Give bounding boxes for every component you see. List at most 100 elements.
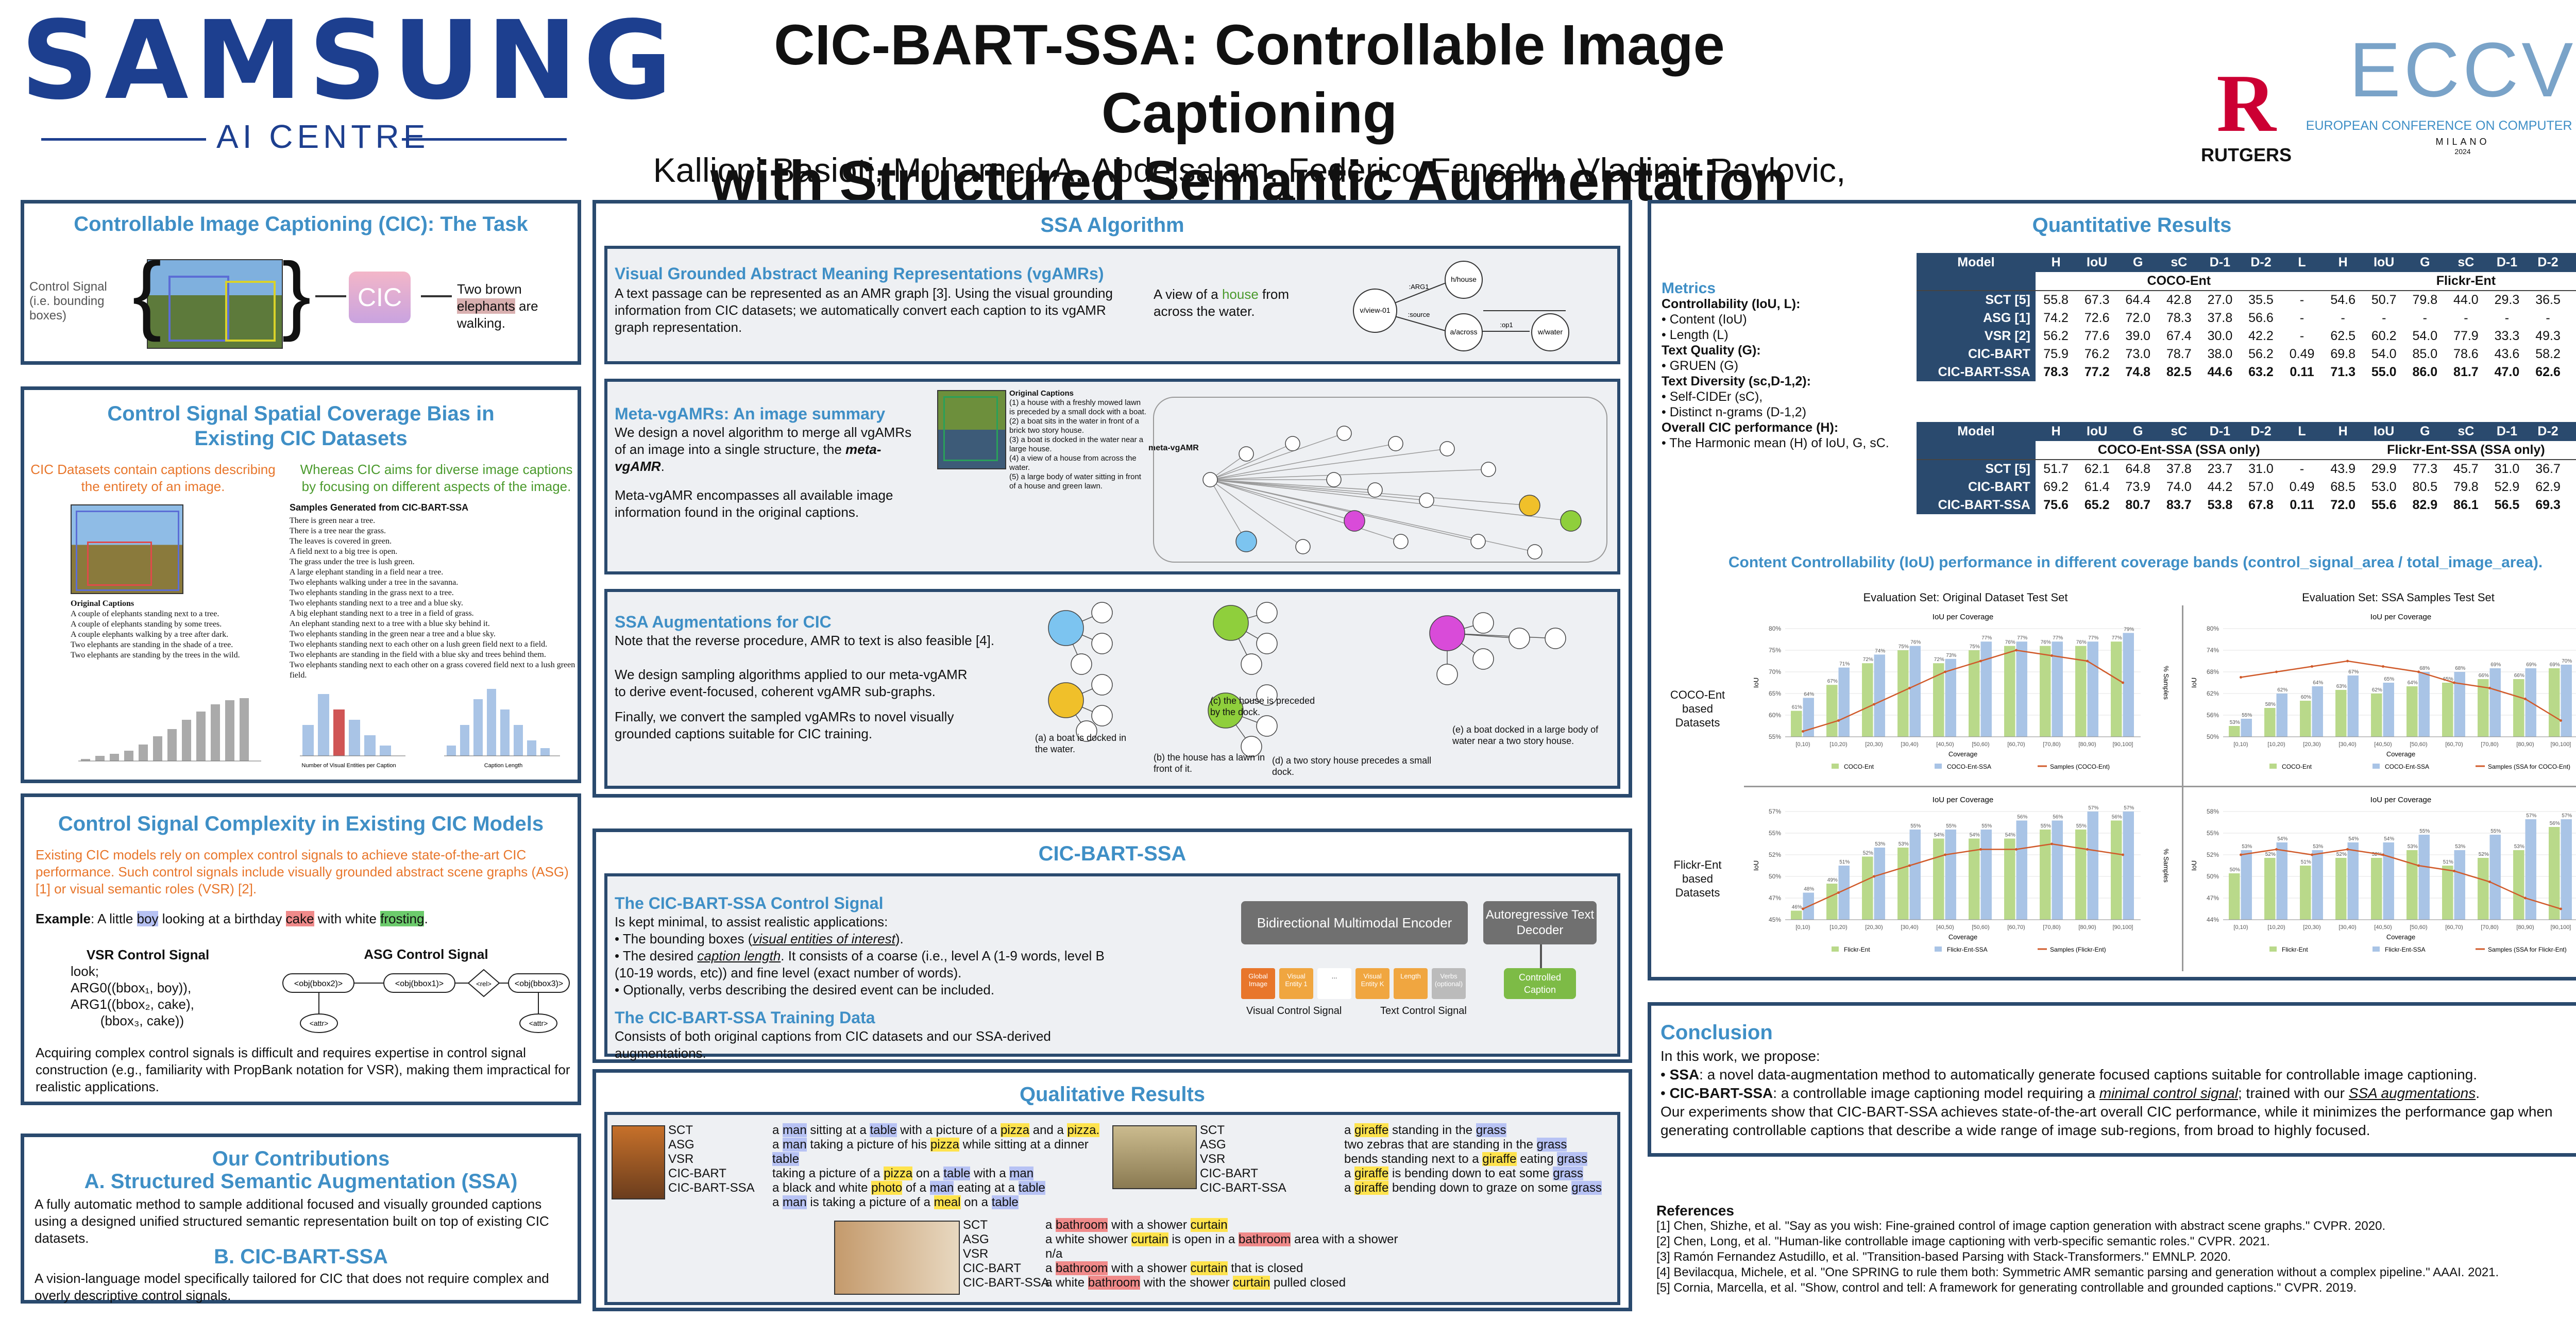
sample-caption: A large elephant standing in a field nea…: [290, 568, 444, 577]
y-axis-label: IoU: [2190, 678, 2198, 688]
legend-swatch: [1832, 946, 1839, 952]
table-cell: 55.0: [2371, 365, 2397, 379]
y-tick-label: 68%: [2207, 668, 2219, 675]
qual-caption: a black and white photo of a man eating …: [772, 1181, 1045, 1195]
x-tick-label: [0,10): [1795, 924, 1810, 931]
hist-bar: [240, 698, 249, 761]
table-cell: 67.3: [2076, 290, 2117, 309]
vsr-line: ARG0((bbox₁, boy)),: [71, 980, 192, 995]
data-label: 77%: [2112, 635, 2122, 641]
chart-bar: [2371, 858, 2382, 920]
metric-item: • GRUEN (G): [1662, 359, 1739, 373]
qual-caption: a giraffe standing in the grass: [1344, 1123, 1506, 1137]
chart-bar: [1969, 650, 1980, 737]
qual-caption: a giraffe bending down to graze on some …: [1344, 1181, 1602, 1195]
samples-line: [1802, 843, 2123, 910]
chart-bar: [1874, 848, 1885, 920]
y-tick-label: 65%: [1769, 690, 1781, 697]
x-tick-label: [60,70): [2445, 741, 2463, 748]
table-cell: 44.0: [2445, 290, 2487, 309]
samples-point: [2311, 853, 2313, 856]
table-cell: 44.6: [2207, 365, 2233, 379]
data-label: 52%: [2336, 852, 2347, 857]
asg-graph: <obj(bbox2)> <obj(bbox1)> <rel> <obj(bbo…: [282, 969, 570, 1033]
hist-bar: [514, 725, 523, 756]
asg-node-label: <obj(bbox3)>: [515, 979, 563, 988]
aug-node: [1071, 653, 1092, 675]
vsr-line: look;: [71, 963, 99, 979]
data-label: 52%: [2372, 852, 2382, 857]
table-cell: 1.24: [2568, 478, 2576, 496]
data-label: 68%: [2455, 666, 2465, 671]
qual-caption: a white bathroom with the shower curtain…: [1045, 1276, 1346, 1290]
control-token: Visual Entity K: [1355, 968, 1389, 999]
legend-swatch: [2372, 946, 2380, 952]
y-tick-label: 52%: [2207, 851, 2219, 858]
table-cell: 54.0: [2412, 329, 2438, 343]
complexity-panel: Control Signal Complexity in Existing CI…: [21, 793, 581, 1105]
chart-bar: [2549, 668, 2560, 737]
table-cell: -: [2568, 290, 2576, 309]
meta-node: [1326, 472, 1342, 487]
data-label: 55%: [2490, 828, 2501, 834]
table-group: COCO-Ent-SSA (SSA only): [2097, 443, 2260, 457]
meta-node: [1344, 510, 1365, 532]
x-axis-label: Coverage: [2386, 933, 2415, 941]
data-label: 57%: [2526, 813, 2536, 819]
table-header: H: [2322, 253, 2364, 272]
data-label: 69%: [2526, 662, 2536, 668]
samples-point: [1979, 660, 1982, 663]
samples-point: [2417, 864, 2420, 867]
vsr-line: ARG1((bbox₂, cake),: [71, 996, 194, 1012]
data-label: 77%: [1981, 635, 1992, 641]
samples-point: [2524, 698, 2527, 700]
aug-node: [1256, 633, 1278, 654]
samples-point: [2488, 687, 2491, 689]
legend-label: Samples (SSA for Flickr-Ent): [2488, 946, 2567, 953]
table-cell: 42.2: [2248, 329, 2274, 343]
meta-node: [1388, 436, 1403, 451]
samples-point: [2382, 853, 2384, 856]
table-cell: 1.05: [2568, 363, 2576, 381]
hist-bar: [182, 720, 191, 761]
aug-node: [1241, 736, 1262, 757]
qual-model-label: SCT: [1200, 1123, 1225, 1137]
data-label: 53%: [2408, 844, 2418, 850]
x-tick-label: [20,30): [2303, 924, 2320, 931]
x-tick-label: [0,10): [2233, 741, 2248, 748]
data-label: 65%: [2384, 677, 2394, 682]
chart-bar: [1980, 641, 1992, 737]
eccv-logo: ECCV EUROPEAN CONFERENCE ON COMPUTER VIS…: [2306, 26, 2576, 156]
control-signal-label: Control Signal (i.e. bounding boxes): [29, 280, 107, 323]
data-label: 53%: [2230, 720, 2240, 725]
table-row: SCT [5] 55.8 67.3 64.4 42.8 27.0 35.5-54.6 50.7…: [1917, 290, 2576, 309]
table-group: Flickr-Ent-SSA (SSA only): [2387, 443, 2545, 457]
samples-point: [2122, 681, 2124, 684]
chart-title: IoU per Coverage: [1933, 613, 1993, 621]
coverage-chart-2: IoU per Coverage 50% 56% 62% 68% 74% 80% [0,10)…: [2190, 613, 2576, 770]
rutgers-logo: R RUTGERS: [2200, 57, 2292, 165]
vgamr-edge-label: :source: [1408, 311, 1430, 318]
table-cell: 42.8: [2158, 290, 2200, 309]
data-label: 51%: [2301, 859, 2311, 865]
quant-panel: Quantitative Results Metrics Controllabi…: [1648, 200, 2576, 980]
x-tick-label: [80,90): [2516, 741, 2534, 748]
table-cell: 37.8: [2158, 459, 2200, 478]
sample-caption: There is green near a tree.: [290, 516, 376, 525]
table-cell: 39.0: [2125, 329, 2151, 343]
vgamr-edge-label: :ARG1: [1409, 283, 1429, 291]
histogram-1: [78, 698, 261, 762]
x-tick-label: [80,90): [2078, 741, 2096, 748]
table-cell: 44.2: [2207, 480, 2233, 494]
qual-caption: a man sitting at a table with a picture …: [772, 1123, 1100, 1137]
x-tick-label: [90,100]: [2113, 924, 2133, 931]
hist-bar: [349, 720, 360, 756]
chart-bar: [2052, 641, 2063, 737]
original-caption: A couple of elephants standing by some t…: [71, 620, 222, 629]
chart-bar: [2276, 842, 2287, 920]
text-cs-label: Text Control Signal: [1380, 1005, 1467, 1017]
table-cell: 67.8: [2248, 498, 2274, 512]
chart-col-1-title: Evaluation Set: Original Dataset Test Se…: [1863, 591, 2068, 604]
x-tick-label: [80,90): [2516, 924, 2534, 931]
